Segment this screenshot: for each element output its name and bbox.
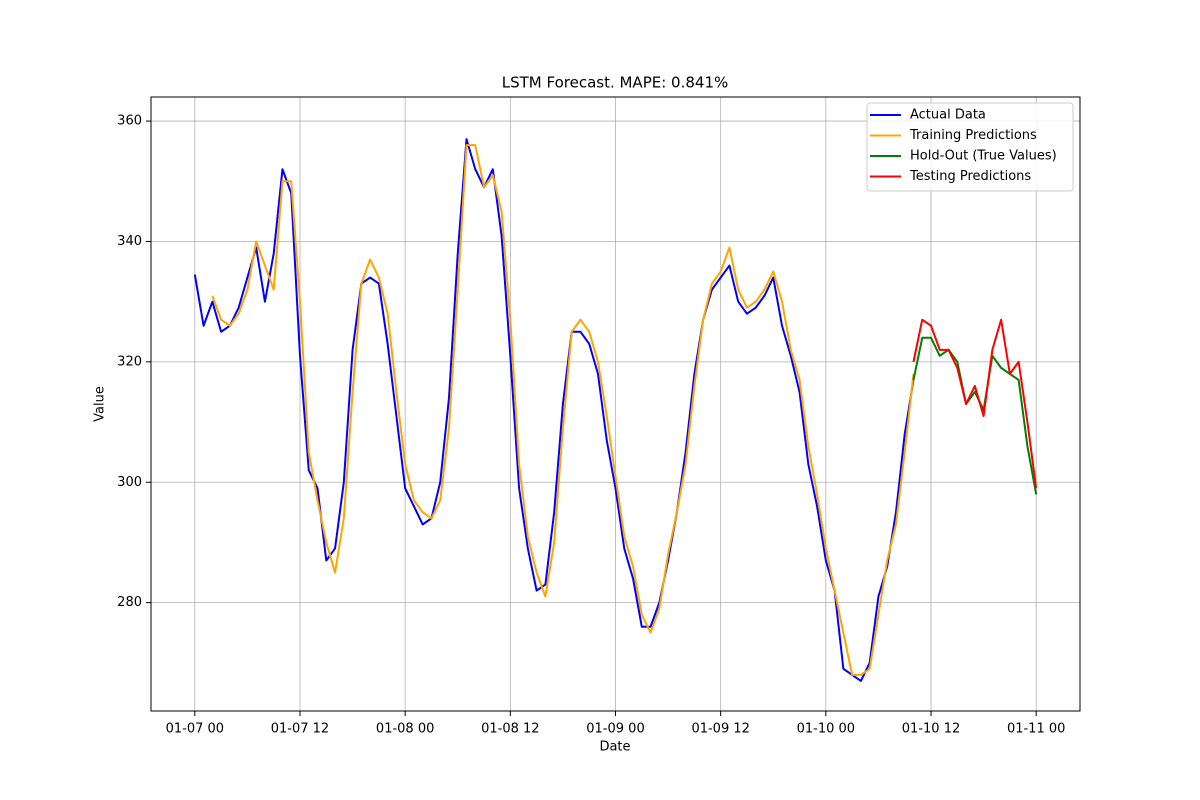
x-tick-label: 01-09 12 bbox=[691, 722, 749, 737]
series-line bbox=[912, 336, 1038, 495]
y-tick-label: 300 bbox=[117, 475, 142, 490]
x-tick-label: 01-08 00 bbox=[376, 722, 434, 737]
series-line bbox=[211, 144, 915, 676]
x-axis-label: Date bbox=[599, 740, 630, 755]
y-tick-label: 320 bbox=[117, 354, 142, 369]
x-tick-label: 01-10 00 bbox=[797, 722, 855, 737]
series-line bbox=[912, 318, 1038, 489]
plot-frame bbox=[150, 96, 1081, 712]
legend-box bbox=[866, 102, 1074, 192]
x-tick-label: 01-08 12 bbox=[481, 722, 539, 737]
y-tick-label: 280 bbox=[117, 595, 142, 610]
y-tick-label: 340 bbox=[117, 234, 142, 249]
y-tick-label: 360 bbox=[117, 114, 142, 129]
y-axis-label: Value bbox=[93, 386, 108, 422]
x-tick-label: 01-07 00 bbox=[166, 722, 224, 737]
legend-label: Training Predictions bbox=[909, 128, 1037, 143]
chart-title: LSTM Forecast. MAPE: 0.841% bbox=[502, 74, 729, 92]
legend-label: Actual Data bbox=[910, 108, 986, 123]
x-tick-label: 01-10 12 bbox=[902, 722, 960, 737]
x-tick-label: 01-09 00 bbox=[586, 722, 644, 737]
x-tick-label: 01-07 12 bbox=[271, 722, 329, 737]
legend-label: Testing Predictions bbox=[909, 169, 1031, 184]
legend-label: Hold-Out (True Values) bbox=[910, 149, 1057, 164]
x-tick-label: 01-11 00 bbox=[1007, 722, 1065, 737]
